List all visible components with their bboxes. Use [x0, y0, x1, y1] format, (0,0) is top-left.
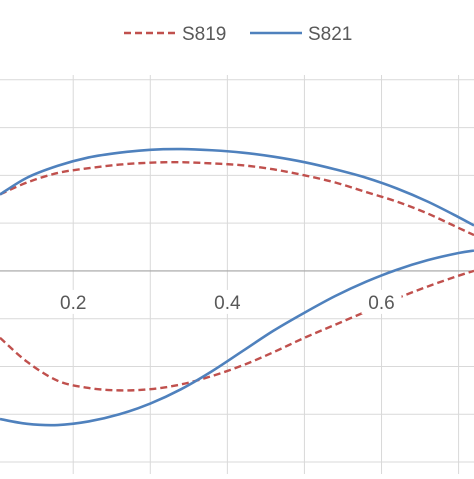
x-tick-label: 0.2: [60, 293, 86, 314]
legend-label-s821: S821: [308, 24, 352, 45]
tick-layer: 0.2 0.4 0.6: [53, 289, 402, 314]
series-layer: [0, 147, 474, 427]
series-s819-upper-line: [0, 160, 474, 237]
legend: S819 S821: [124, 24, 352, 45]
series-s821-upper-line: [0, 147, 474, 227]
x-tick-label-backing: [207, 289, 248, 314]
x-tick-label: 0.6: [368, 293, 394, 314]
series-s821-lower-line: [0, 249, 474, 427]
x-tick-label-backing: [53, 289, 94, 314]
legend-label-s819: S819: [182, 24, 226, 45]
x-tick-label-backing: [361, 289, 402, 314]
x-tick-label: 0.4: [214, 293, 241, 314]
